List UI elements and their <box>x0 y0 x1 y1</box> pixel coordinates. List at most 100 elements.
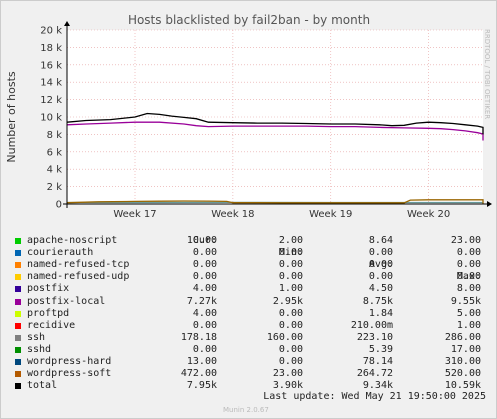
legend-min: 0.00 <box>278 307 303 319</box>
legend-max: 0.00 <box>456 271 481 283</box>
legend-name: wordpress-soft <box>27 368 112 380</box>
legend-avg: 1.84 <box>368 307 393 319</box>
legend-min: 23.00 <box>272 368 303 380</box>
legend-avg: 5.39 <box>368 343 393 355</box>
legend-swatch <box>15 322 21 329</box>
legend-max: 310.00 <box>444 356 481 367</box>
rrdtool-watermark: RRDTOOL / TOBI OETIKER <box>483 29 491 119</box>
legend-max: 1.00 <box>456 319 481 331</box>
legend-cur: 0.00 <box>192 319 217 331</box>
legend-row-recidive: recidive 0.00 0.00 210.00m 1.00 <box>1 319 496 332</box>
y-axis-arrow <box>64 21 70 26</box>
y-tick-label: 8 k <box>47 130 63 141</box>
legend-cur: 0.00 <box>192 247 217 259</box>
legend-max: 520.00 <box>444 368 481 380</box>
legend-cur: 178.18 <box>180 331 217 343</box>
legend-name: named-refused-udp <box>27 271 130 283</box>
legend-min: 2.00 <box>278 235 303 246</box>
legend-row-named-refused-tcp: named-refused-tcp 0.00 0.00 0.00 0.00 <box>1 259 496 271</box>
legend-min: 1.00 <box>278 283 303 295</box>
y-tick-label: 2 k <box>47 182 63 193</box>
legend-swatch <box>15 238 21 244</box>
legend-row-proftpd: proftpd 4.00 0.00 1.84 5.00 <box>1 307 496 320</box>
legend-min: 160.00 <box>266 331 303 343</box>
legend-min: 0.00 <box>278 343 303 355</box>
legend-name: recidive <box>27 319 76 331</box>
legend-header: Cur: Min: Avg: Max: <box>1 223 496 282</box>
legend-swatch <box>15 359 21 365</box>
legend-row-total: total 7.95k 3.90k 9.34k 10.59k <box>1 380 496 392</box>
legend-cur: 7.27k <box>186 295 217 307</box>
legend-min: 0.00 <box>278 259 303 271</box>
legend-swatch <box>15 334 21 341</box>
legend-max: 17.00 <box>450 343 481 355</box>
x-tick-label: Week 18 <box>211 209 254 220</box>
legend-name: wordpress-hard <box>27 356 112 367</box>
legend-row-ssh: ssh 178.18 160.00 223.10 286.00 <box>1 331 496 344</box>
legend-cur: 13.00 <box>186 356 217 367</box>
legend-avg: 264.72 <box>356 368 393 380</box>
series-line-wordpress-soft <box>66 199 484 204</box>
y-tick-label: 14 k <box>40 78 62 89</box>
chart: Hosts blacklisted by fail2ban - by month… <box>5 13 492 221</box>
legend-cur: 0.00 <box>192 259 217 271</box>
legend-row-apache-noscript: apache-noscript 10.00 2.00 8.64 23.00 <box>1 235 496 247</box>
legend-row-named-refused-udp: named-refused-udp 0.00 0.00 0.00 0.00 <box>1 271 496 283</box>
legend-avg: 8.64 <box>368 235 393 246</box>
legend-min: 3.90k <box>272 380 303 392</box>
header-avg: Avg: <box>368 259 393 270</box>
legend-name: ssh <box>27 331 46 343</box>
y-axis-label: Number of hosts <box>5 71 18 163</box>
legend-swatch <box>15 346 21 353</box>
legend-avg: 0.00 <box>368 247 393 259</box>
y-tick-label: 12 k <box>40 95 62 106</box>
legend-cur: 7.95k <box>186 380 217 392</box>
legend-row-sshd: sshd 0.00 0.00 5.39 17.00 <box>1 343 496 356</box>
legend-name: apache-noscript <box>27 235 118 246</box>
legend-cur: 4.00 <box>192 283 217 295</box>
tick-labels: 0 2 k 4 k 6 k 8 k 10 k 12 k 14 k 16 k 18 k 20 k Wee… <box>40 26 450 221</box>
legend-cur: 10.00 <box>186 235 217 246</box>
legend-avg: 210.00m <box>350 319 393 331</box>
legend-max: 286.00 <box>444 331 481 343</box>
legend-name: postfix-local <box>27 295 106 307</box>
legend-max: 10.59k <box>444 380 481 392</box>
legend-swatch <box>15 250 21 257</box>
legend-name: proftpd <box>27 307 70 319</box>
legend-max: 5.00 <box>456 307 481 319</box>
series-line-total <box>66 112 484 135</box>
legend-avg: 0.00 <box>368 271 393 283</box>
chart-title: Hosts blacklisted by fail2ban - by month <box>128 13 370 27</box>
legend-max: 23.00 <box>450 235 481 246</box>
y-tick-label: 20 k <box>40 26 62 37</box>
legend-avg: 78.14 <box>362 356 393 367</box>
legend-swatch <box>15 274 21 281</box>
legend-max: 0.00 <box>456 247 481 259</box>
x-tick-label: Week 19 <box>309 209 352 220</box>
legend-max: 0.00 <box>456 259 481 271</box>
series-line-postfix-local <box>66 121 484 141</box>
munin-version: Munin 2.0.67 <box>223 406 269 414</box>
header-max: Max: <box>456 271 481 282</box>
legend-row-wordpress-soft: wordpress-soft 472.00 23.00 264.72 520.00 <box>1 368 496 380</box>
x-tick-label: Week 17 <box>113 209 156 220</box>
legend-min: 0.00 <box>278 271 303 283</box>
last-update: Last update: Wed May 21 19:50:00 2025 <box>263 391 486 402</box>
x-tick-label: Week 20 <box>407 209 450 220</box>
legend-row-postfix: postfix 4.00 1.00 4.50 8.00 <box>1 283 496 295</box>
legend-swatch <box>15 262 21 269</box>
header-cur: Cur: <box>192 235 217 246</box>
legend-avg: 9.34k <box>362 380 393 392</box>
legend-cur: 0.00 <box>192 271 217 283</box>
legend-swatch <box>15 286 21 293</box>
legend-name: courierauth <box>27 247 94 259</box>
legend-min: 0.00 <box>278 356 303 367</box>
legend-name: postfix <box>27 283 70 295</box>
legend-avg: 223.10 <box>356 331 393 343</box>
legend-swatch <box>15 310 21 317</box>
legend-max: 8.00 <box>456 283 481 295</box>
legend-name: named-refused-tcp <box>27 259 130 271</box>
y-tick-label: 10 k <box>40 113 62 124</box>
legend-row-courierauth: courierauth 0.00 0.00 0.00 0.00 <box>1 247 496 259</box>
legend-name: sshd <box>27 343 52 355</box>
